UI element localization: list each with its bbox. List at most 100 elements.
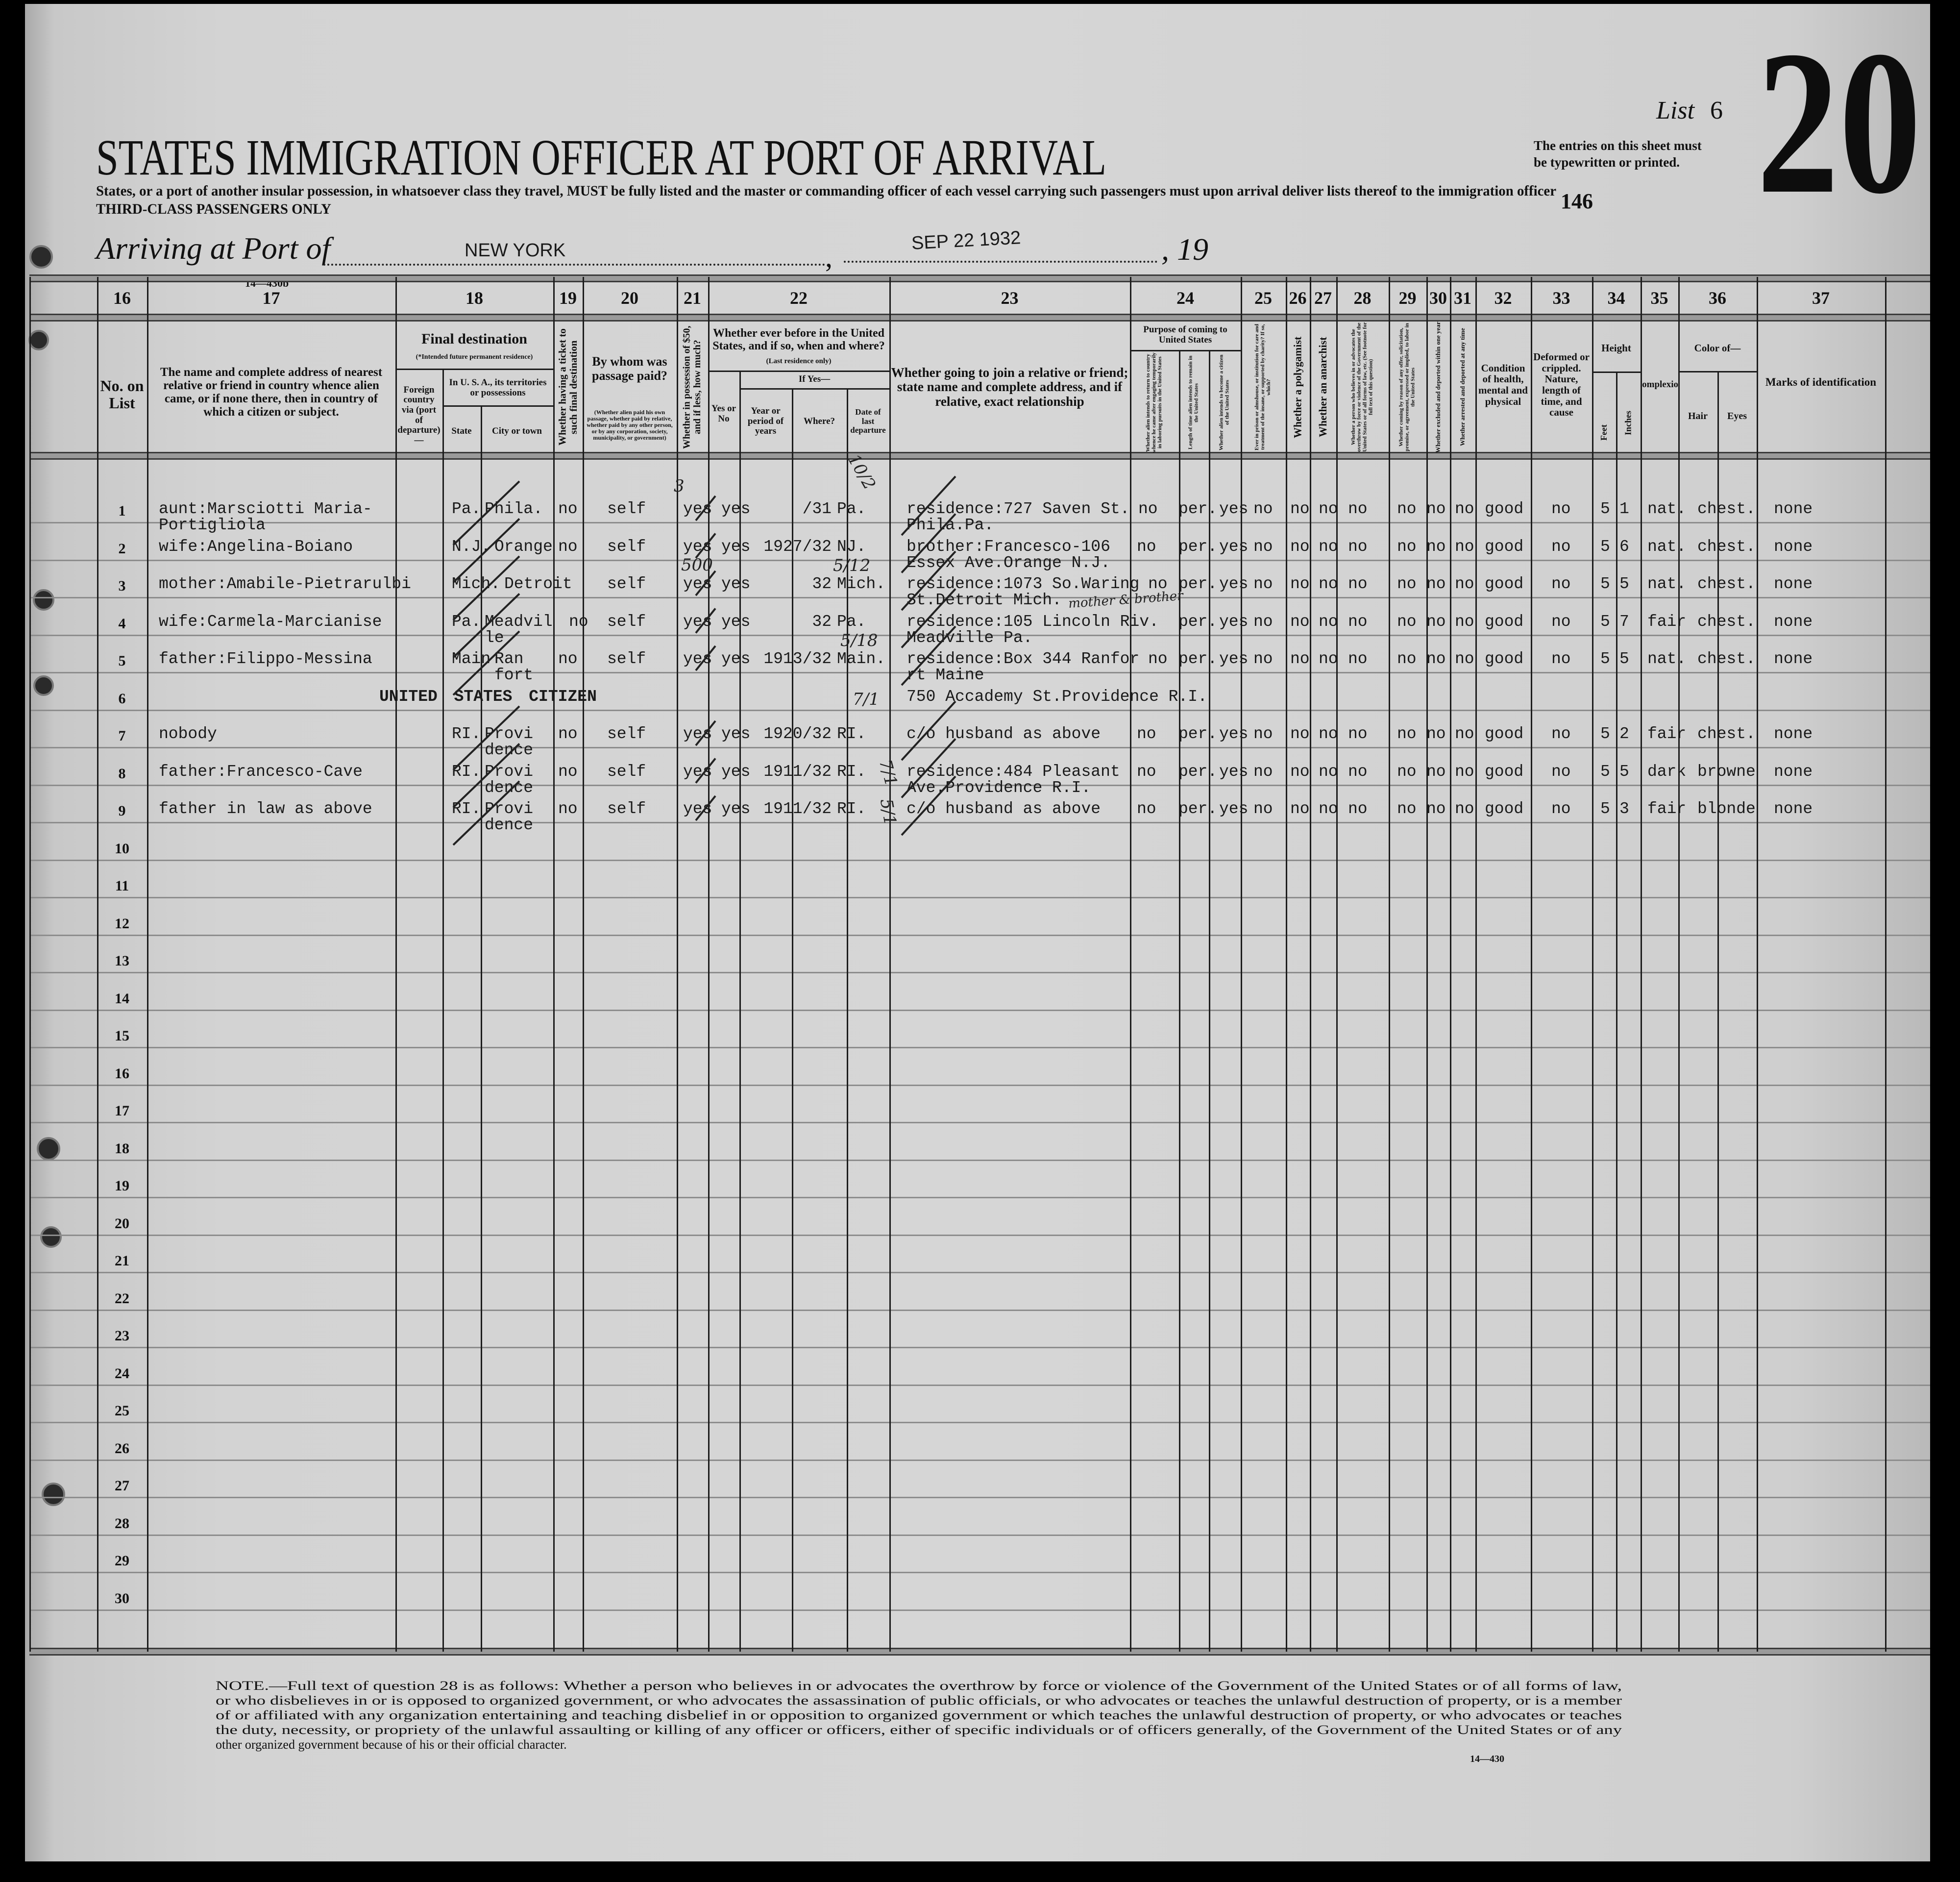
column-header-c25: Ever in prison or almshouse, or institut… xyxy=(1254,323,1272,451)
row-rule xyxy=(29,1310,1930,1311)
row-rule xyxy=(29,1385,1930,1386)
cell-anarchist: no xyxy=(1319,538,1338,556)
column-number: 31 xyxy=(1454,288,1471,308)
column-number: 29 xyxy=(1398,288,1417,308)
footnote-line: or who disbelieves in or is opposed to o… xyxy=(216,1693,1622,1708)
row-number: 26 xyxy=(115,1440,129,1457)
row-rule xyxy=(29,710,1930,711)
cell-excluded: no xyxy=(1426,613,1446,631)
port-value: NEW YORK xyxy=(465,240,566,261)
cell-inches: 3 xyxy=(1619,800,1629,818)
row-number: 29 xyxy=(115,1553,129,1569)
cell-excluded: no xyxy=(1426,575,1446,593)
cell-hair-eyes: blonde xyxy=(1697,800,1756,818)
column-header-c22-years: Year or period of years xyxy=(747,406,784,437)
cell-period: 1913/32 xyxy=(763,650,832,668)
cell-q28: no xyxy=(1348,725,1368,743)
cell-money: yes xyxy=(683,650,712,668)
cell-prison: no xyxy=(1253,500,1273,518)
cell-where: Pa. xyxy=(837,500,866,518)
column-header-c20-note: (Whether alien paid his own passage, whe… xyxy=(587,409,673,441)
cell-hair-eyes: chest. xyxy=(1697,725,1756,743)
cell-complexion: fair xyxy=(1647,613,1687,631)
cell-before: yes xyxy=(721,575,751,593)
cell-polygamist: no xyxy=(1290,538,1310,556)
cell-polygamist: no xyxy=(1290,500,1310,518)
cell-length: per. xyxy=(1178,613,1218,631)
cell-arrested: no xyxy=(1455,725,1474,743)
cell-feet: 5 xyxy=(1600,725,1610,743)
cell-anarchist: no xyxy=(1319,725,1338,743)
row-number: 21 xyxy=(115,1253,129,1269)
cell-paid-by: self xyxy=(607,800,646,818)
cell-prison: no xyxy=(1253,613,1273,631)
cell-anarchist: no xyxy=(1319,650,1338,668)
cell-city: Ran fort xyxy=(494,650,534,684)
header-subdivider xyxy=(1130,350,1241,351)
handwritten-annotation: 500 xyxy=(681,555,713,575)
column-number: 23 xyxy=(1001,288,1019,308)
row-rule xyxy=(29,560,1930,561)
column-divider xyxy=(1717,371,1719,1652)
cell-state: Pa. xyxy=(452,500,481,518)
handwritten-annotation: 5/12 xyxy=(833,556,871,575)
cell-arrested: no xyxy=(1455,613,1474,631)
header-subdivider xyxy=(739,388,889,390)
punch-hole xyxy=(33,675,54,696)
header-subdivider xyxy=(395,369,553,370)
cell-relative: mother:Amabile-Pietrarulbi xyxy=(159,575,411,593)
manifest-paper xyxy=(25,4,1930,1861)
column-divider xyxy=(889,277,891,1652)
column-header-c36-eyes: Eyes xyxy=(1727,411,1747,422)
header-subdivider xyxy=(1678,371,1757,372)
cell-paid-by: self xyxy=(607,500,646,518)
cell-marks: none xyxy=(1774,650,1813,668)
cell-complexion: dark xyxy=(1647,763,1687,781)
cell-complexion: fair xyxy=(1647,800,1687,818)
footnote-line: of or affiliated with any organization e… xyxy=(216,1708,1622,1723)
row-rule xyxy=(29,860,1930,861)
header-subdivider xyxy=(708,371,889,372)
cell-offer: no xyxy=(1397,763,1417,781)
row-number: 4 xyxy=(118,616,126,632)
cell-relative: wife:Angelina-Boiano xyxy=(159,538,353,556)
cell-where: RI. xyxy=(837,763,866,781)
cell-where: Main. xyxy=(837,650,886,668)
row-number: 18 xyxy=(115,1140,129,1157)
cell-excluded: no xyxy=(1426,650,1446,668)
handwritten-annotation: 3 xyxy=(674,476,685,496)
handwritten-annotation: 5/1 xyxy=(876,797,900,827)
row-number: 1 xyxy=(118,503,126,519)
cell-polygamist: no xyxy=(1290,650,1310,668)
column-divider xyxy=(1475,277,1477,1652)
citizen-status: UNITED STATES CITIZEN xyxy=(379,688,597,706)
footnote-line: the duty, necessity, or propriety of the… xyxy=(216,1723,1622,1737)
column-divider xyxy=(1426,277,1428,1652)
cell-length: per. xyxy=(1178,575,1218,593)
cell-q28: no xyxy=(1348,500,1368,518)
cell-arrested: no xyxy=(1455,650,1474,668)
cell-complexion: fair xyxy=(1647,725,1687,743)
cell-excluded: no xyxy=(1426,725,1446,743)
cell-polygamist: no xyxy=(1290,613,1310,631)
cell-health: good xyxy=(1485,725,1524,743)
cell-money: yes xyxy=(683,763,712,781)
row-number: 13 xyxy=(115,953,129,969)
cell-health: good xyxy=(1485,650,1524,668)
cell-anarchist: no xyxy=(1319,613,1338,631)
cell-excluded: no xyxy=(1426,500,1446,518)
column-number: 33 xyxy=(1552,288,1570,308)
column-divider xyxy=(583,277,584,1652)
column-header-c18-state: State xyxy=(451,425,472,436)
punch-hole xyxy=(37,1137,60,1161)
column-header-c22-title: Whether ever before in the United States… xyxy=(712,327,885,352)
cell-length: per. xyxy=(1178,763,1218,781)
cell-city: Provi dence xyxy=(485,763,534,797)
column-header-c22-yes-no: Yes or No xyxy=(711,403,736,424)
column-divider xyxy=(553,277,555,1652)
row-rule xyxy=(29,1122,1930,1123)
column-header-c24-title: Purpose of coming to United States xyxy=(1143,324,1227,345)
row-number: 24 xyxy=(115,1365,129,1382)
cell-health: good xyxy=(1485,800,1524,818)
row-number: 27 xyxy=(115,1478,129,1494)
